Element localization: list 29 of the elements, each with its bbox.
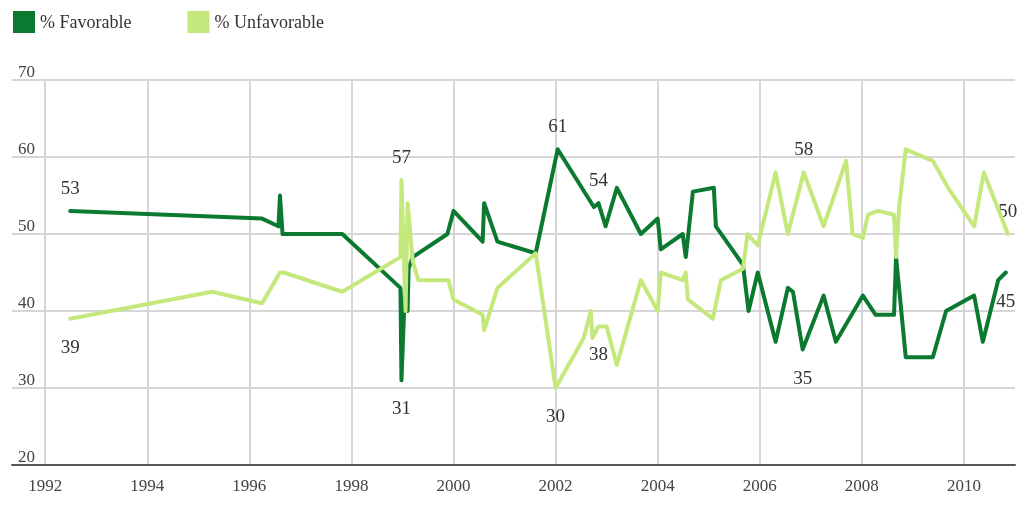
annotation: 39 [60, 335, 80, 357]
x-tick-label: 2002 [538, 476, 573, 495]
y-tick-label: 70 [18, 62, 35, 81]
y-tick-label: 20 [18, 447, 35, 466]
x-tick-label: 2000 [436, 476, 471, 495]
x-tick-label: 2006 [742, 476, 777, 495]
annotation: 35 [793, 366, 813, 388]
x-tick-label: 1994 [130, 476, 165, 495]
y-tick-label: 50 [18, 216, 35, 235]
annotation: 54 [588, 169, 609, 191]
x-tick-label: 1996 [232, 476, 267, 495]
x-tick-label: 2008 [844, 476, 879, 495]
y-tick-label: 60 [18, 139, 35, 158]
x-tick-label: 1992 [28, 476, 63, 495]
x-tick-label: 2010 [946, 476, 981, 495]
legend-label: % Unfavorable [214, 12, 324, 32]
y-tick-label: 30 [18, 370, 35, 389]
annotation: 57 [391, 146, 411, 168]
y-tick-label: 40 [18, 293, 35, 312]
annotation: 58 [794, 138, 814, 160]
annotation: 61 [548, 115, 568, 137]
annotation: 45 [996, 289, 1016, 311]
annotation: 30 [546, 405, 566, 426]
annotation: 38 [588, 343, 608, 365]
annotation: 53 [60, 176, 80, 198]
x-tick-label: 2004 [640, 476, 676, 495]
x-tick-label: 1998 [334, 476, 369, 495]
legend-label: % Favorable [40, 12, 132, 32]
annotation: 31 [391, 397, 411, 419]
